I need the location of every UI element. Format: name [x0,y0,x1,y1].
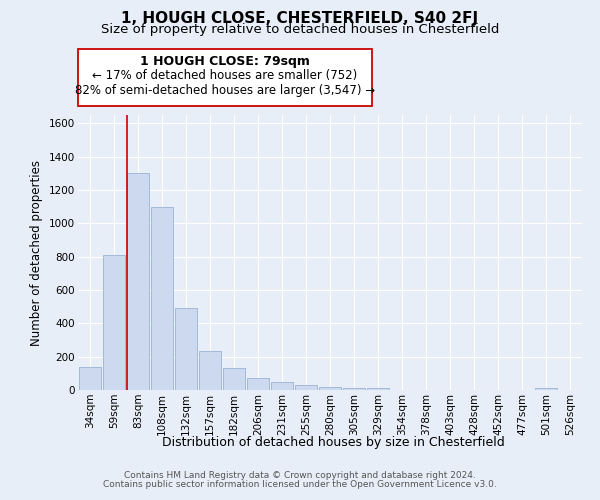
Bar [367,388,389,390]
Text: Contains public sector information licensed under the Open Government Licence v3: Contains public sector information licen… [103,480,497,489]
Bar [175,308,197,390]
Text: Contains HM Land Registry data © Crown copyright and database right 2024.: Contains HM Land Registry data © Crown c… [124,471,476,480]
Text: ← 17% of detached houses are smaller (752): ← 17% of detached houses are smaller (75… [92,70,358,82]
Text: 1 HOUGH CLOSE: 79sqm: 1 HOUGH CLOSE: 79sqm [140,54,310,68]
Text: Size of property relative to detached houses in Chesterfield: Size of property relative to detached ho… [101,22,499,36]
Bar [295,385,317,390]
Text: 1, HOUGH CLOSE, CHESTERFIELD, S40 2FJ: 1, HOUGH CLOSE, CHESTERFIELD, S40 2FJ [121,11,479,26]
Bar [247,378,269,390]
Text: 82% of semi-detached houses are larger (3,547) →: 82% of semi-detached houses are larger (… [75,84,375,98]
Bar [223,368,245,390]
Bar [103,255,125,390]
Bar [127,174,149,390]
Bar [151,206,173,390]
Bar [319,386,341,390]
Bar [271,382,293,390]
Text: Distribution of detached houses by size in Chesterfield: Distribution of detached houses by size … [161,436,505,449]
Y-axis label: Number of detached properties: Number of detached properties [31,160,43,346]
Bar [535,388,557,390]
Bar [343,388,365,390]
Bar [79,366,101,390]
Bar [199,351,221,390]
